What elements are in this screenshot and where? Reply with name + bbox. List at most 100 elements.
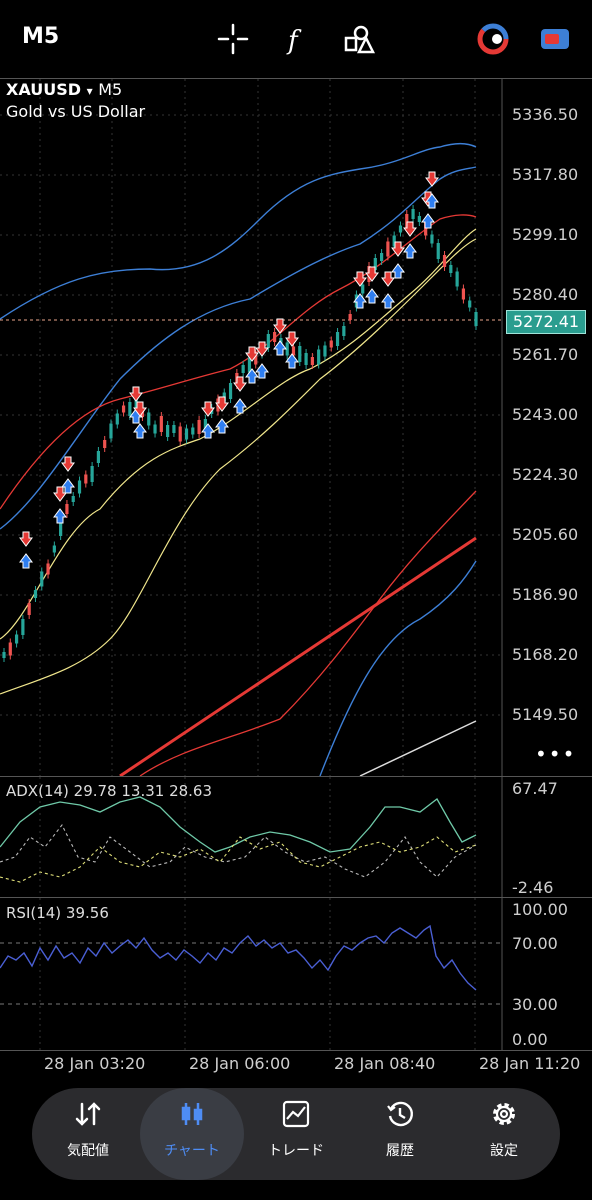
nav-quotes[interactable]: 気配値: [36, 1088, 140, 1180]
rsi-level-label: 30.00: [512, 995, 558, 1014]
buy-signal-icon: [381, 293, 395, 309]
price-label: 5280.40: [512, 285, 579, 304]
candle-body: [153, 424, 157, 434]
buy-signal-icon: [273, 340, 287, 356]
candle-body: [203, 419, 207, 429]
rsi-divider: [0, 897, 592, 898]
nav-settings-label: 設定: [490, 1143, 518, 1159]
candle-body: [317, 349, 321, 365]
svg-text:f: f: [286, 26, 302, 56]
candle-body: [436, 243, 440, 259]
shapes-icon[interactable]: [342, 22, 376, 56]
price-label: 5243.00: [512, 405, 579, 424]
symbol-description: Gold vs US Dollar: [6, 102, 146, 121]
symbol-name: XAUUSD: [6, 80, 82, 99]
account-icon[interactable]: [538, 22, 572, 56]
adx-divider: [0, 776, 592, 777]
trade-icon: [282, 1100, 310, 1128]
price-chart[interactable]: [0, 79, 592, 776]
price-label: 5168.20: [512, 645, 579, 664]
sell-signal-icon: [273, 318, 287, 334]
buy-signal-icon: [353, 293, 367, 309]
buy-signal-icon: [421, 213, 435, 229]
candle-body: [159, 416, 163, 432]
sell-signal-icon: [391, 241, 405, 257]
candle-body: [285, 342, 289, 356]
crosshair-icon[interactable]: [216, 22, 250, 56]
candle-body: [184, 428, 189, 440]
candle-body: [310, 357, 314, 365]
sell-signal-icon: [365, 266, 379, 282]
candle-body: [197, 420, 201, 434]
buy-signal-icon: [365, 288, 379, 304]
sell-signal-icon: [381, 271, 395, 287]
toolbar-divider: [0, 78, 592, 79]
price-label: 5317.80: [512, 165, 579, 184]
trade-signals: [19, 171, 439, 569]
buy-signal-icon: [19, 553, 33, 569]
adx-panel[interactable]: [0, 777, 592, 897]
candle-body: [411, 209, 415, 219]
top-toolbar: M5 f: [0, 0, 592, 78]
candle-body: [430, 234, 434, 244]
candle-body: [241, 365, 245, 373]
nav-quotes-label: 気配値: [67, 1143, 109, 1159]
rsi-level-label: 0.00: [512, 1030, 548, 1049]
buy-signal-icon: [53, 508, 67, 524]
candle-body: [2, 652, 6, 658]
sell-signal-icon: [255, 341, 269, 357]
function-icon[interactable]: f: [280, 22, 314, 56]
price-label: 5186.90: [512, 585, 579, 604]
price-label: 5299.10: [512, 225, 579, 244]
candle-body: [329, 340, 333, 348]
sell-signal-icon: [129, 386, 143, 402]
sell-signal-icon: [403, 221, 417, 237]
nav-chart[interactable]: チャート: [140, 1088, 244, 1180]
buy-signal-icon: [215, 418, 229, 434]
nav-trade[interactable]: トレード: [244, 1088, 348, 1180]
sell-signal-icon: [285, 331, 299, 347]
candle-body: [468, 300, 472, 308]
candle-body: [228, 383, 233, 399]
candle-body: [8, 642, 12, 656]
sell-signal-icon: [233, 376, 247, 392]
nav-settings[interactable]: 設定: [452, 1088, 556, 1180]
candle-body: [59, 522, 63, 536]
candle-body: [65, 504, 69, 514]
candle-body: [386, 241, 390, 257]
candle-body: [21, 619, 25, 635]
buy-signal-icon: [403, 243, 417, 259]
nav-trade-label: トレード: [268, 1143, 324, 1159]
sell-signal-icon: [19, 531, 33, 547]
buy-signal-icon: [285, 353, 299, 369]
candle-body: [449, 265, 453, 273]
price-label: 5336.50: [512, 105, 579, 124]
candle-body: [134, 399, 138, 409]
candle-body: [14, 634, 19, 644]
symbol-timeframe: M5: [98, 80, 123, 99]
adx-label: ADX(14) 29.78 13.31 28.63: [6, 782, 213, 800]
time-label: 28 Jan 06:00: [189, 1054, 291, 1073]
candle-body: [373, 258, 377, 270]
candle-body: [27, 603, 31, 615]
bottom-navigation: 気配値 チャート トレード 履歴 設定: [32, 1088, 560, 1180]
timeframe-button[interactable]: M5: [22, 24, 60, 49]
sell-signal-icon: [61, 456, 75, 472]
symbol-dropdown-icon[interactable]: ▾: [86, 84, 93, 98]
rsi-panel[interactable]: [0, 898, 592, 1050]
candle-body: [52, 545, 56, 553]
candle-body: [323, 345, 327, 357]
candle-body: [33, 590, 38, 598]
more-options-icon[interactable]: •••: [535, 742, 577, 766]
candle-body: [335, 332, 340, 346]
candle-body: [405, 214, 409, 228]
buy-signal-icon: [201, 423, 215, 439]
nav-history[interactable]: 履歴: [348, 1088, 452, 1180]
candle-body: [266, 334, 270, 348]
candle-body: [84, 474, 88, 484]
price-label: 5149.50: [512, 705, 579, 724]
trade-toggle-icon[interactable]: [476, 22, 510, 56]
quotes-icon: [75, 1102, 101, 1126]
candle-body: [71, 496, 75, 502]
symbol-title[interactable]: XAUUSD ▾ M5: [6, 80, 122, 99]
